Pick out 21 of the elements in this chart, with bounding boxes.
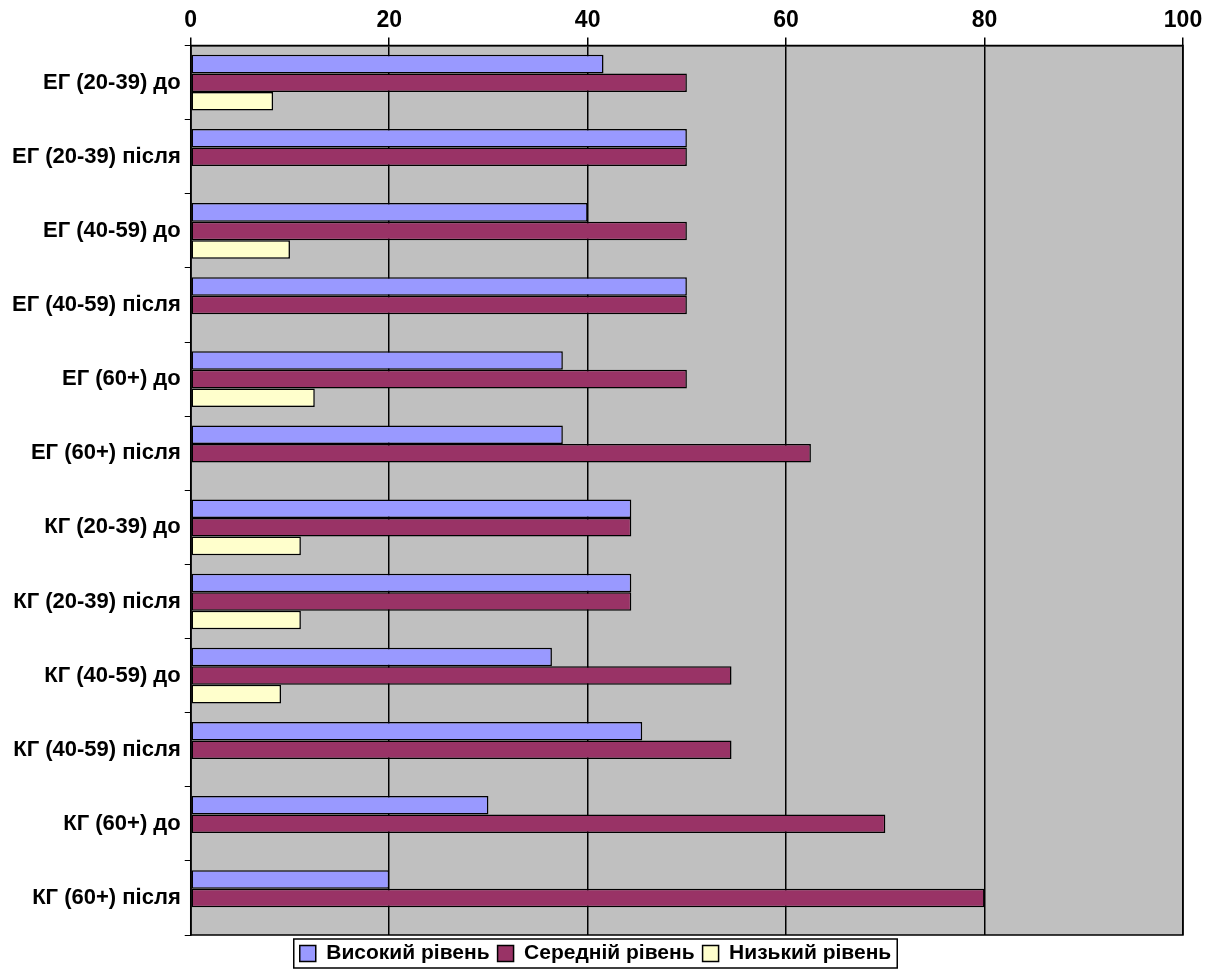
y-tick-label: КГ (40-59) після — [13, 735, 181, 761]
y-tick-label: КГ (60+) до — [63, 809, 181, 835]
x-tick-label: 60 — [773, 6, 799, 33]
x-tick-label: 0 — [184, 6, 198, 33]
legend-label: Низький рівень — [729, 940, 892, 964]
y-tick-label: КГ (40-59) до — [44, 661, 181, 687]
y-tick-label: ЕГ (40-59) до — [43, 216, 181, 242]
x-tick-label: 80 — [971, 6, 998, 33]
legend-label: Середній рівень — [524, 940, 695, 964]
y-tick-label: ЕГ (60+) до — [61, 365, 181, 391]
y-tick-label: ЕГ (20-39) до — [43, 68, 181, 94]
y-tick-label: КГ (60+) після — [32, 884, 181, 909]
y-tick-label: ЕГ (60+) після — [30, 439, 181, 465]
y-tick-label: ЕГ (40-59) після — [11, 291, 181, 317]
y-tick-label: КГ (20-39) після — [13, 587, 181, 613]
x-tick-label: 100 — [1163, 6, 1203, 33]
x-tick-label: 20 — [376, 6, 402, 33]
x-tick-label: 40 — [574, 6, 601, 33]
y-tick-label: ЕГ (20-39) після — [11, 142, 181, 168]
legend-label: Високий рівень — [326, 940, 490, 964]
y-tick-label: КГ (20-39) до — [44, 513, 181, 539]
